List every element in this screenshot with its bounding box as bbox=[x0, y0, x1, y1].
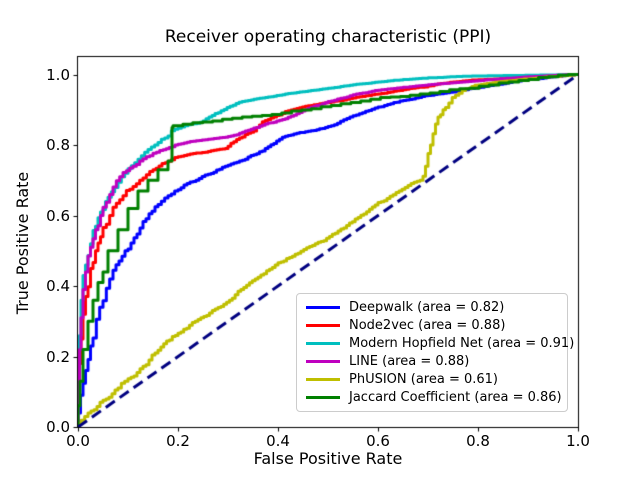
x-tick-label: 0.8 bbox=[466, 432, 490, 450]
legend-item-line: LINE (area = 0.88) bbox=[306, 354, 563, 369]
x-tick-label: 0.2 bbox=[166, 432, 190, 450]
x-tick-label: 0.0 bbox=[66, 432, 90, 450]
y-tick-label: 1.0 bbox=[46, 65, 70, 84]
legend-item-label: Jaccard Coefficient (area = 0.86) bbox=[349, 390, 562, 406]
legend-line-sample bbox=[306, 378, 340, 382]
legend-item-jaccard-coefficient: Jaccard Coefficient (area = 0.86) bbox=[306, 390, 563, 405]
legend-line-sample bbox=[306, 305, 340, 309]
y-tick-label: 0.8 bbox=[46, 136, 70, 155]
legend-item-label: Modern Hopfield Net (area = 0.91) bbox=[349, 335, 575, 351]
y-tick-label: 0.0 bbox=[46, 418, 70, 436]
x-tick-label: 0.6 bbox=[366, 432, 390, 450]
legend-line-sample bbox=[306, 323, 340, 327]
y-tick-label: 0.6 bbox=[46, 206, 70, 225]
y-tick-label: 0.2 bbox=[46, 347, 70, 366]
legend-line-sample bbox=[306, 341, 340, 345]
legend-item-node2vec: Node2vec (area = 0.88) bbox=[306, 318, 563, 333]
legend-item-phusion: PhUSION (area = 0.61) bbox=[306, 372, 563, 387]
legend-item-label: LINE (area = 0.88) bbox=[349, 354, 470, 370]
legend-line-sample bbox=[306, 360, 340, 364]
legend-item-label: PhUSION (area = 0.61) bbox=[349, 372, 499, 388]
x-tick-label: 0.4 bbox=[266, 432, 290, 450]
y-axis-label: True Positive Rate bbox=[13, 171, 32, 315]
legend: Deepwalk (area = 0.82) Node2vec (area = 0… bbox=[296, 293, 574, 412]
legend-item-modern-hopfield-net: Modern Hopfield Net (area = 0.91) bbox=[306, 336, 574, 351]
x-axis-label: False Positive Rate bbox=[253, 449, 403, 468]
legend-item-label: Node2vec (area = 0.88) bbox=[349, 317, 506, 333]
legend-item-deepwalk: Deepwalk (area = 0.82) bbox=[306, 300, 563, 315]
x-tick-label: 1.0 bbox=[566, 432, 590, 450]
y-tick-label: 0.4 bbox=[46, 277, 70, 296]
legend-item-label: Deepwalk (area = 0.82) bbox=[349, 299, 505, 315]
legend-line-sample bbox=[306, 396, 340, 400]
chart-title: Receiver operating characteristic (PPI) bbox=[164, 27, 492, 47]
